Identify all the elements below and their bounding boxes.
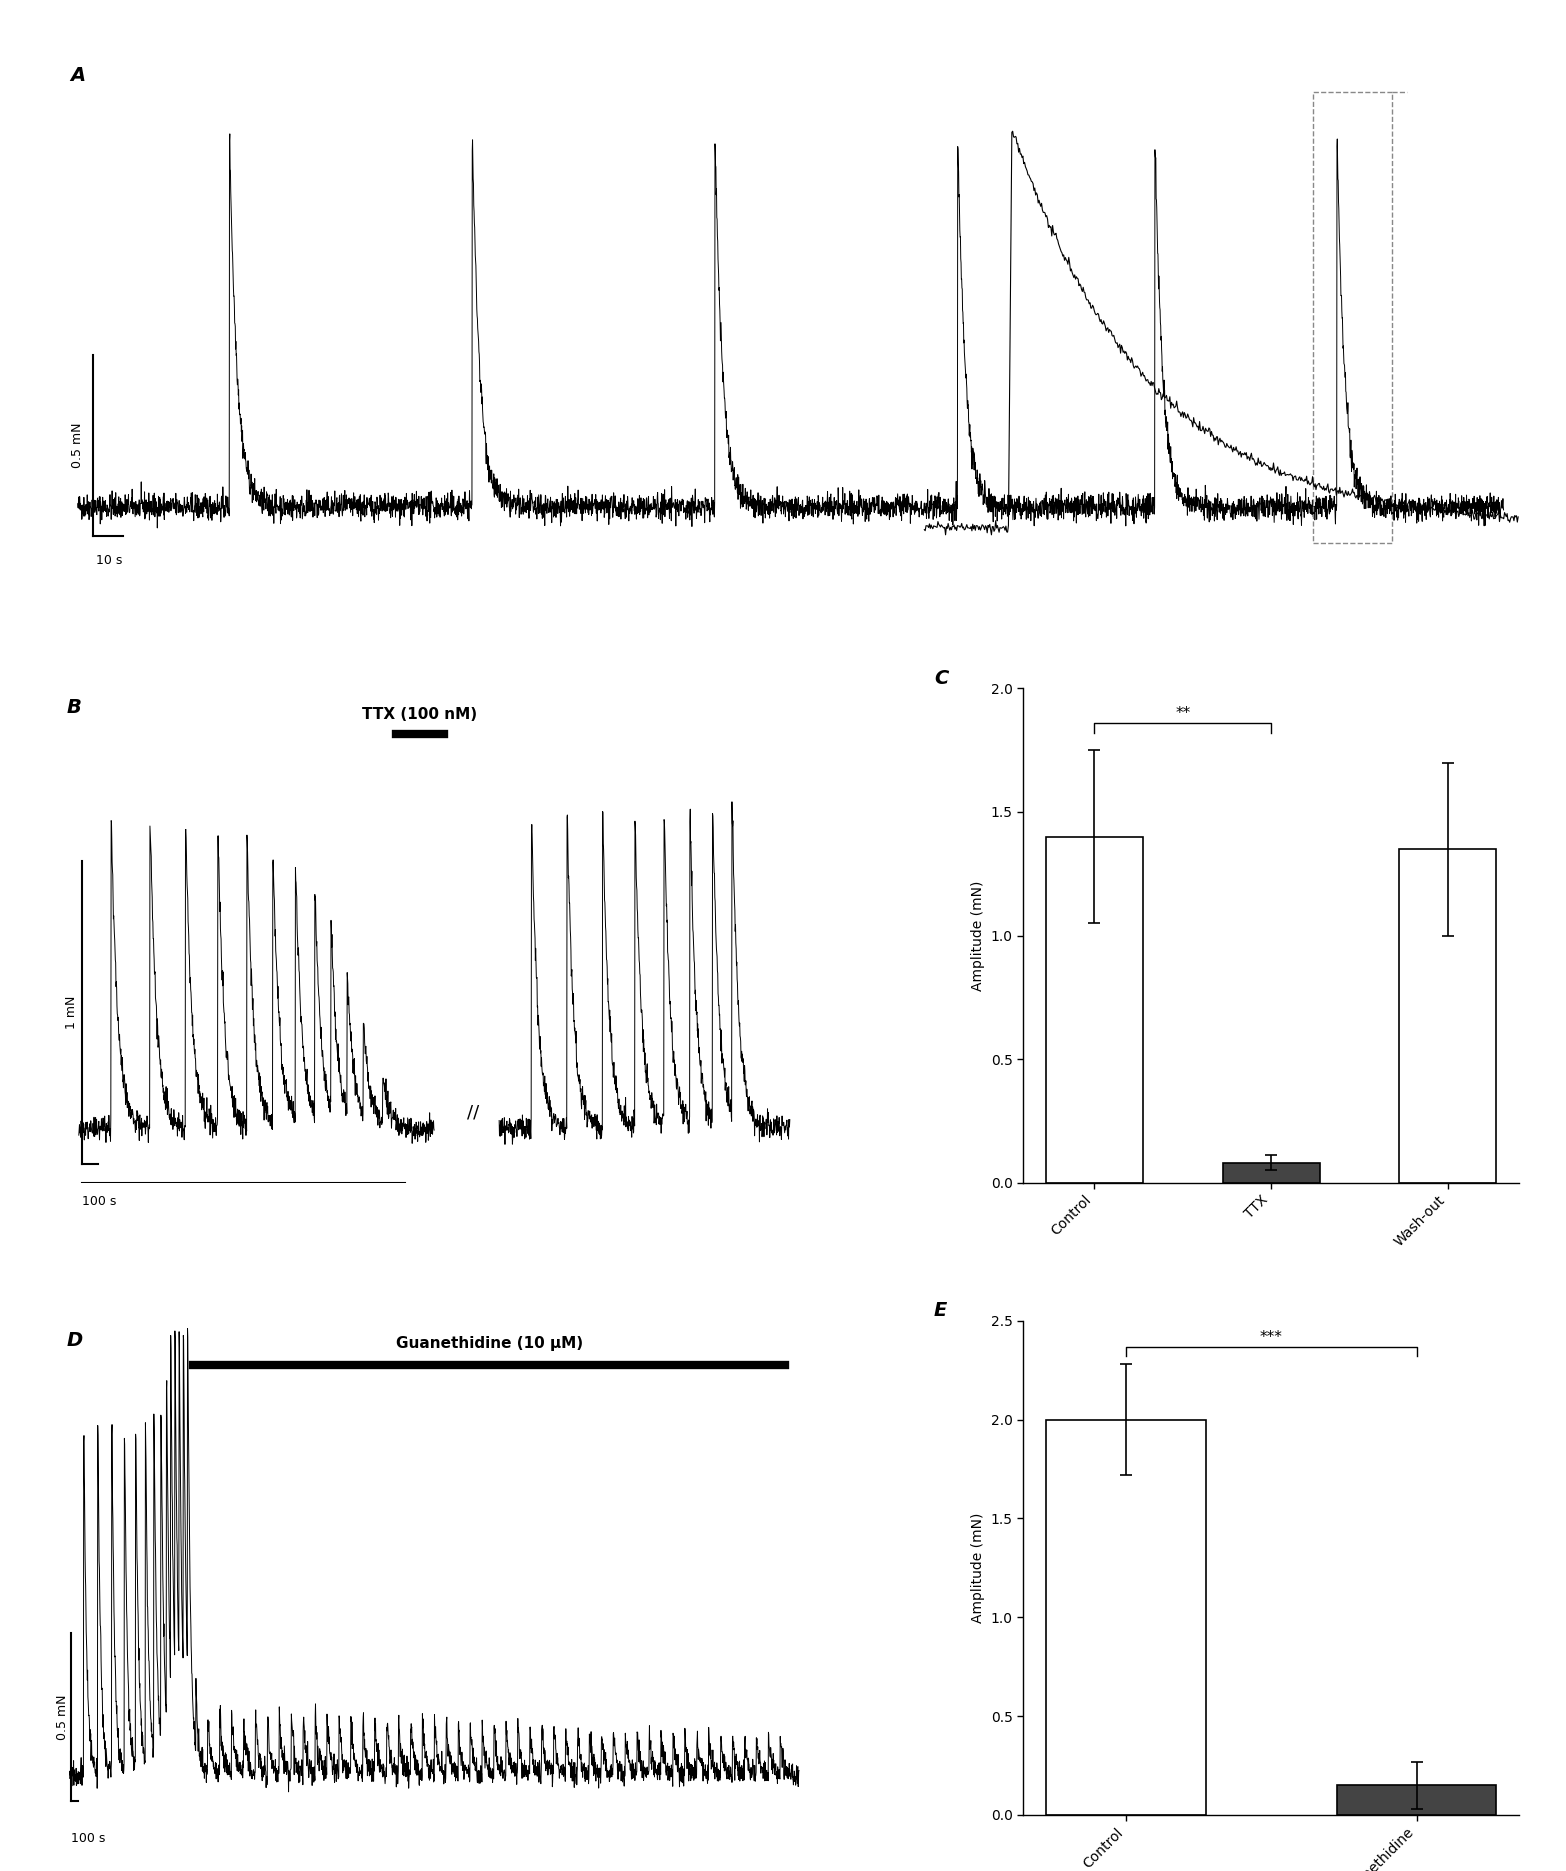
Bar [1046, 1420, 1206, 1815]
Bar [1223, 1162, 1320, 1182]
Text: 100 s: 100 s [81, 1196, 116, 1207]
Text: 0.5 mN: 0.5 mN [70, 423, 85, 468]
Text: 1 mN: 1 mN [66, 995, 78, 1029]
Text: 100 s: 100 s [70, 1832, 105, 1845]
Bar [1312, 92, 1392, 543]
Text: **: ** [1174, 705, 1190, 720]
Bar [1400, 849, 1497, 1182]
Y-axis label: Amplitude (mN): Amplitude (mN) [971, 881, 985, 990]
Text: //: // [467, 1104, 479, 1123]
Text: TTX (100 nM): TTX (100 nM) [362, 707, 478, 722]
Y-axis label: Amplitude (mN): Amplitude (mN) [971, 1512, 985, 1622]
Text: 0.5 mN: 0.5 mN [56, 1695, 69, 1740]
Bar [1336, 1785, 1497, 1815]
Bar [1046, 836, 1143, 1182]
Text: Guanethidine (10 μM): Guanethidine (10 μM) [396, 1336, 583, 1351]
Text: E: E [933, 1300, 947, 1321]
Text: A: A [70, 65, 85, 84]
Text: D: D [66, 1330, 83, 1349]
Text: 10 s: 10 s [96, 554, 122, 567]
Text: ***: *** [1259, 1330, 1283, 1345]
Text: C: C [933, 668, 949, 689]
Text: B: B [66, 698, 81, 717]
